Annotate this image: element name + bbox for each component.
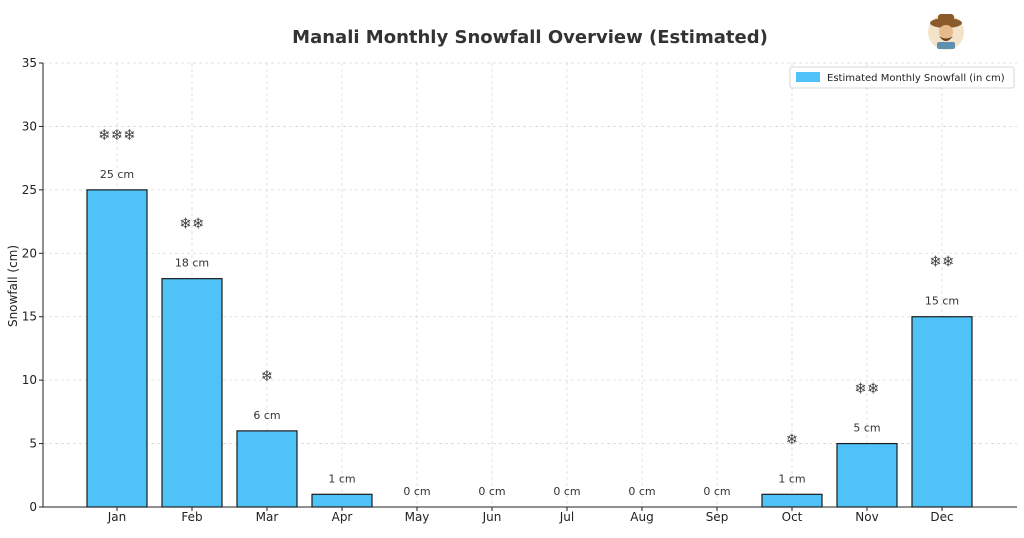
y-tick-label: 35 [22,56,37,70]
data-label-feb: 18 cm [175,257,209,270]
data-label-oct: 1 cm [778,472,805,485]
data-label-may: 0 cm [403,485,430,498]
bar-nov [836,442,898,508]
data-label-apr: 1 cm [328,472,355,485]
legend-swatch [796,72,820,82]
chart-title: Manali Monthly Snowfall Overview (Estima… [292,27,768,48]
bar-oct [761,493,823,508]
bars [86,189,973,508]
snowflake-annotation-feb: ❄❄ [179,215,204,233]
snowflake-annotation-dec: ❄❄ [929,253,954,271]
y-tick-label: 10 [22,373,37,387]
y-tick-label: 30 [22,119,37,133]
x-tick-label-may: May [405,510,430,524]
y-tick-label: 25 [22,183,37,197]
y-tick-label: 20 [22,246,37,260]
avatar-logo-icon [928,14,964,50]
x-tick-label-apr: Apr [332,510,353,524]
data-label-dec: 15 cm [925,295,959,308]
snowflake-annotation-mar: ❄ [261,367,274,385]
data-label-jul: 0 cm [553,485,580,498]
legend-entry-label: Estimated Monthly Snowfall (in cm) [827,73,1005,84]
y-tick-label: 5 [29,437,37,451]
bar-jan [86,189,148,508]
data-label-nov: 5 cm [853,422,880,435]
data-label-aug: 0 cm [628,485,655,498]
snowflake-annotation-jan: ❄❄❄ [98,126,136,144]
bar-feb [161,278,223,508]
x-tick-label-feb: Feb [181,510,202,524]
data-label-jan: 25 cm [100,168,134,181]
x-tick-label-aug: Aug [630,510,653,524]
bar-mar [236,430,298,508]
x-tick-label-jul: Jul [559,510,574,524]
data-label-sep: 0 cm [703,485,730,498]
snowflake-annotation-nov: ❄❄ [854,380,879,398]
x-tick-label-nov: Nov [855,510,878,524]
axes: 0 5 10 15 20 25 30 35 Jan Feb Mar Apr May Jun Jul Aug Se… [22,56,1017,524]
x-tick-label-oct: Oct [782,510,803,524]
data-label-jun: 0 cm [478,485,505,498]
bar-dec [911,316,973,508]
snowflake-annotation-oct: ❄ [786,430,799,448]
x-tick-label-dec: Dec [930,510,953,524]
x-tick-label-sep: Sep [706,510,729,524]
legend: Estimated Monthly Snowfall (in cm) [789,66,1015,89]
y-tick-label: 15 [22,310,37,324]
x-tick-label-mar: Mar [256,510,279,524]
data-label-mar: 6 cm [253,409,280,422]
y-tick-label: 0 [29,500,37,514]
x-tick-label-jun: Jun [482,510,502,524]
x-tick-label-jan: Jan [107,510,127,524]
y-axis-label: Snowfall (cm) [6,245,20,327]
bar-apr [311,493,373,508]
bar-annotations: 25 cm❄❄❄18 cm❄❄6 cm❄1 cm0 cm 0 cm 0 cm 0 cm… [98,126,959,498]
